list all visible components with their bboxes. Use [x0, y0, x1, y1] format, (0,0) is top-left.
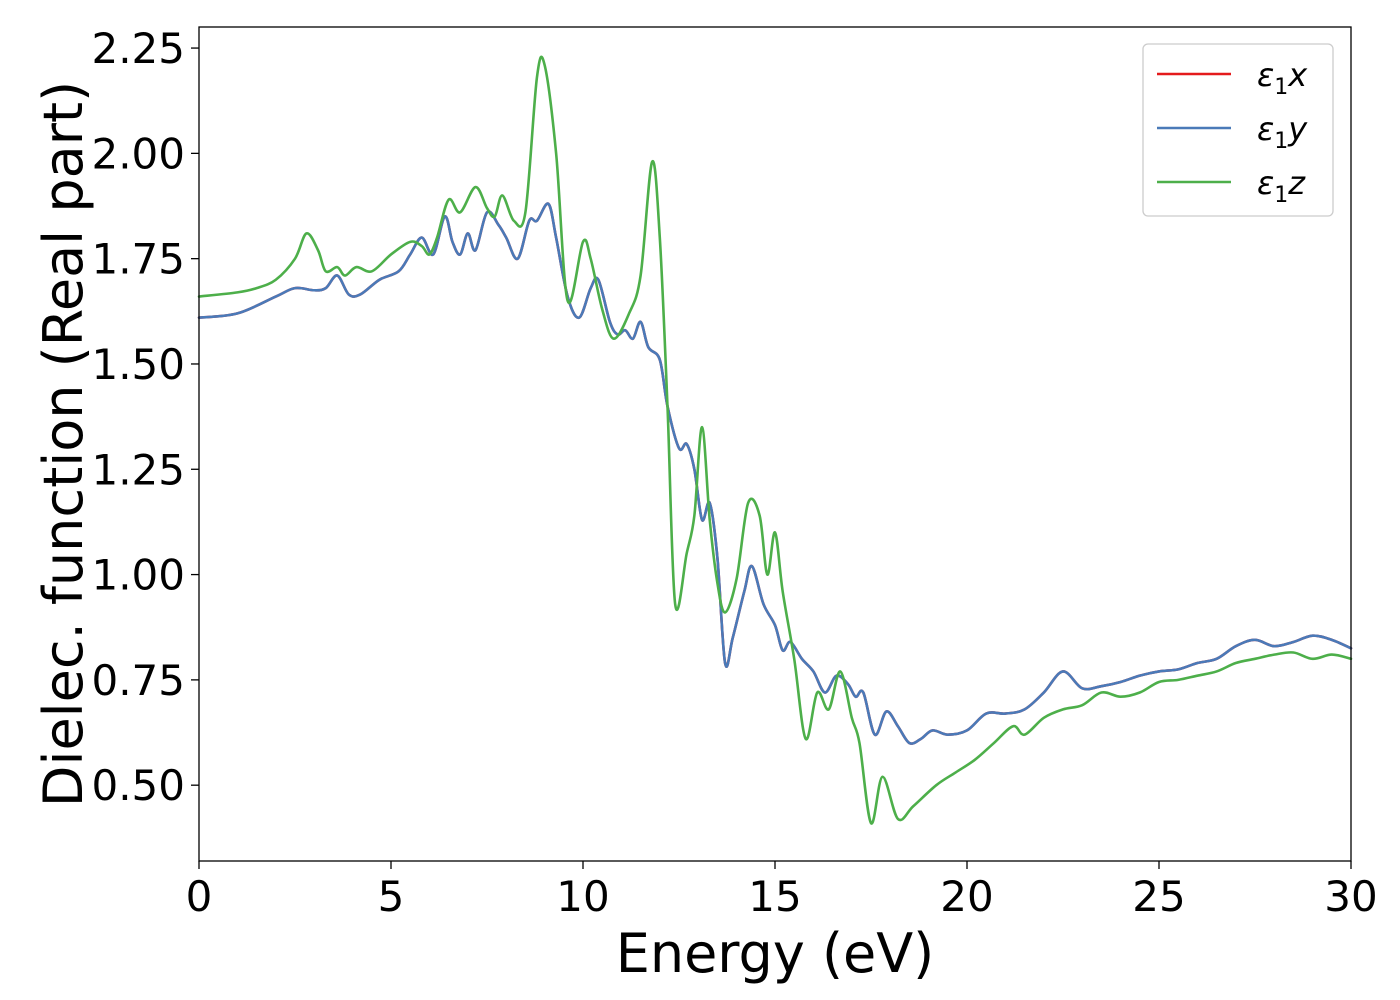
x-tick-label: 15 — [748, 872, 801, 921]
y-tick-label: 0.75 — [91, 656, 185, 705]
series-layer — [197, 55, 1353, 825]
x-axis: 0 5 10 15 20 25 30 — [186, 861, 1378, 921]
y-tick-label: 1.50 — [91, 340, 185, 389]
legend: ε1x ε1y ε1z — [1142, 43, 1334, 217]
series-line-y — [197, 202, 1353, 745]
legend-label-x: ε1x — [1257, 56, 1308, 100]
x-tick-label: 20 — [940, 872, 993, 921]
y-tick-label: 2.25 — [91, 24, 185, 73]
y-tick-label: 1.00 — [91, 551, 185, 600]
x-axis-label: Energy (eV) — [616, 922, 935, 985]
series-line-z — [197, 55, 1353, 825]
legend-label-z: ε1z — [1257, 164, 1306, 208]
y-axis-label: Dielec. function (Real part) — [32, 81, 95, 807]
y-axis: 0.50 0.75 1.00 1.25 1.50 1.75 2.00 2.25 — [91, 24, 199, 810]
legend-label-y: ε1y — [1257, 110, 1308, 154]
x-tick-label: 10 — [556, 872, 609, 921]
x-tick-label: 30 — [1324, 872, 1377, 921]
y-tick-label: 1.75 — [91, 235, 185, 284]
x-tick-label: 25 — [1132, 872, 1185, 921]
x-tick-label: 0 — [186, 872, 213, 921]
y-tick-label: 0.50 — [91, 761, 185, 810]
legend-box — [1142, 43, 1334, 217]
y-tick-label: 2.00 — [91, 129, 185, 178]
y-tick-label: 1.25 — [91, 445, 185, 494]
x-tick-label: 5 — [378, 872, 405, 921]
